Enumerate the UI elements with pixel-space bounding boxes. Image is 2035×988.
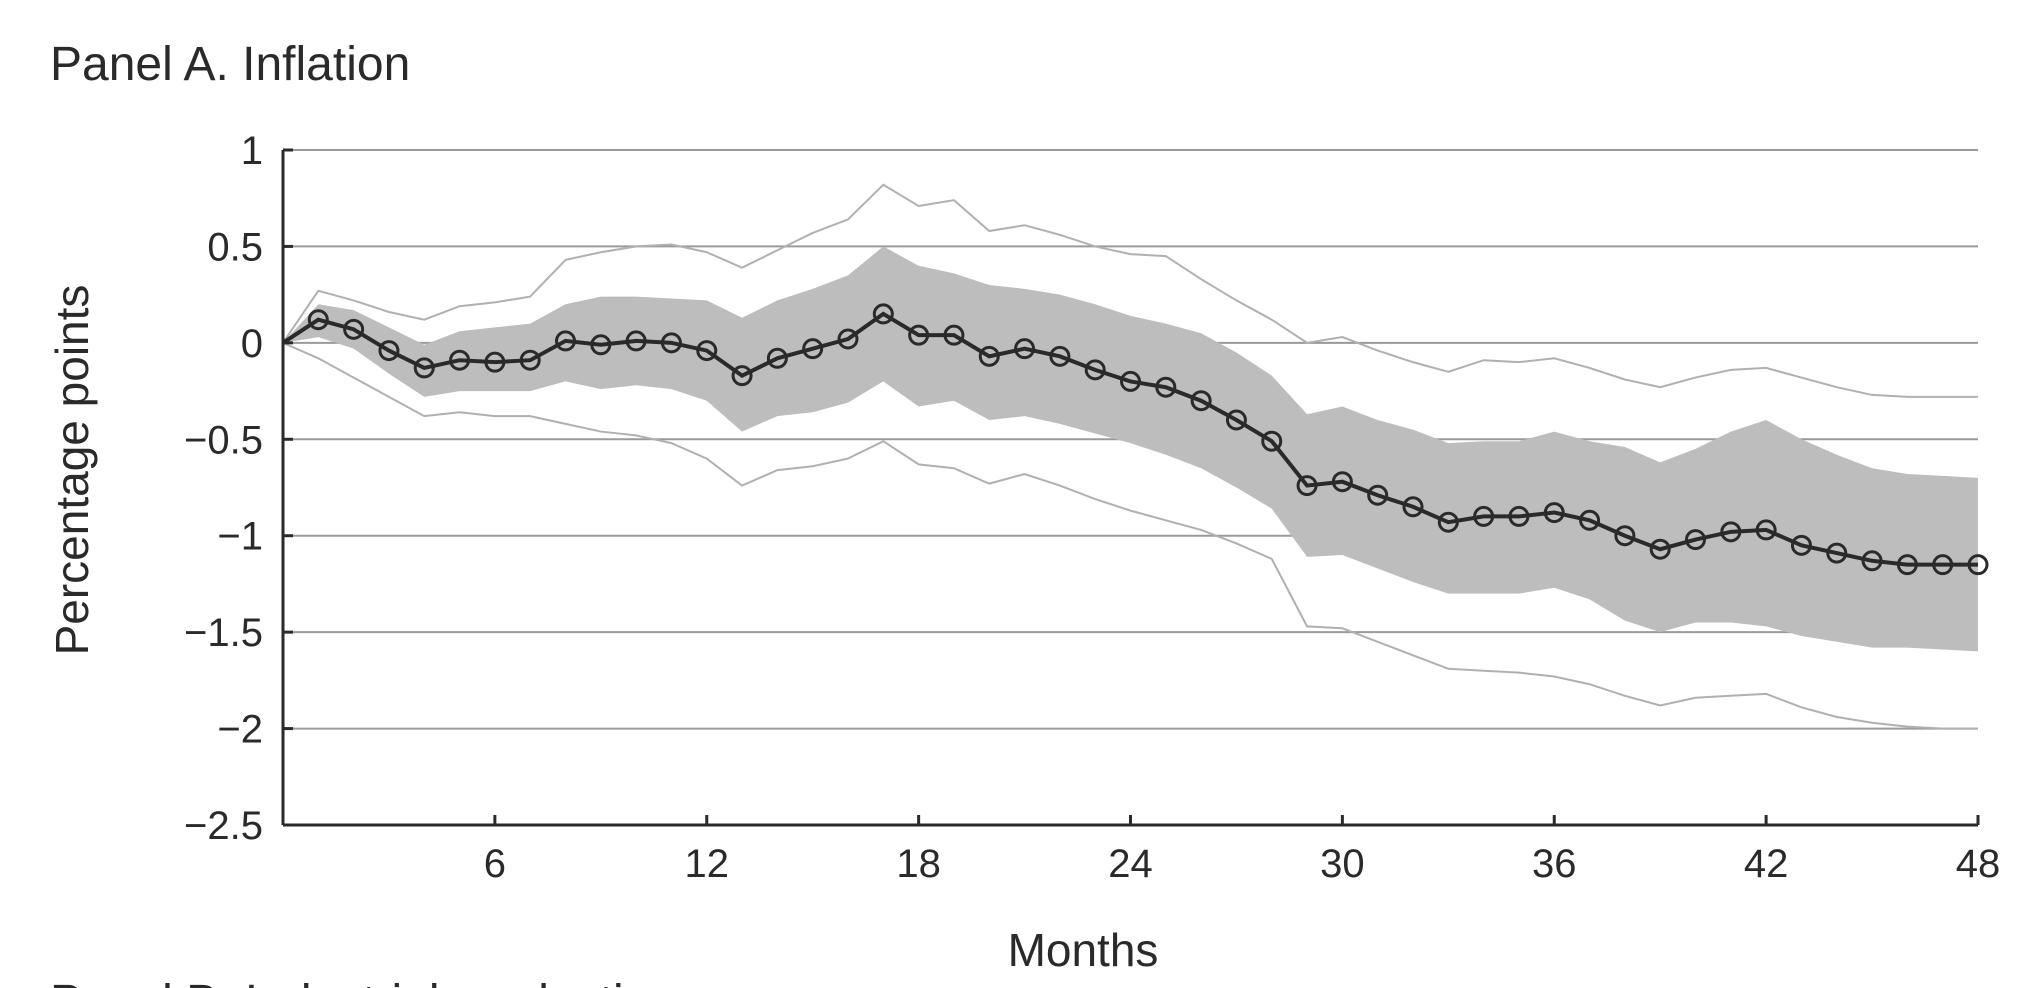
y-tick-label: −2 — [217, 708, 263, 752]
y-tick-label: −2.5 — [184, 804, 263, 848]
estimate-point — [1755, 519, 1777, 541]
estimate-point — [307, 309, 329, 331]
estimate-point — [625, 330, 647, 352]
estimate-point — [1049, 345, 1071, 367]
x-tick-label: 42 — [1744, 842, 1789, 886]
estimate-point — [1296, 475, 1318, 497]
estimate-point — [837, 328, 859, 350]
estimate-point — [590, 334, 612, 356]
outer-band-upper-line — [282, 183, 1978, 398]
estimate-point — [1649, 538, 1671, 560]
estimate-point — [1826, 542, 1848, 564]
estimate-point — [1437, 511, 1459, 533]
estimate-point — [1543, 502, 1565, 524]
estimate-point — [1685, 529, 1706, 551]
estimate-point — [378, 340, 400, 362]
estimate-point — [766, 347, 788, 369]
y-tick-labels: 1 0.5 0 −0.5 −1 −1.5 −2 −2.5 — [184, 129, 263, 848]
x-tick-label: 24 — [1108, 842, 1153, 886]
next-panel-title: Panel B. Industrial production — [50, 976, 677, 988]
estimate-point — [1720, 521, 1742, 543]
estimate-point — [1331, 471, 1353, 493]
y-tick-label: −0.5 — [184, 418, 263, 462]
estimate-point — [696, 340, 718, 362]
y-tick-label: −1 — [217, 515, 263, 559]
y-tick-label: −1.5 — [184, 611, 263, 655]
estimate-point — [484, 351, 506, 373]
estimate-point — [1473, 505, 1495, 527]
estimate-point — [1861, 550, 1883, 572]
estimate-point — [943, 324, 965, 346]
inner-confidence-band — [283, 246, 1978, 652]
x-axis-title: Months — [1008, 924, 1159, 976]
estimate-point — [1084, 359, 1106, 381]
estimate-point — [731, 365, 753, 387]
y-tick-label: 1 — [241, 129, 263, 173]
estimate-point — [1967, 554, 1989, 576]
estimate-point — [1367, 484, 1389, 506]
estimate-point — [1932, 554, 1954, 576]
estimate-line — [281, 311, 1978, 567]
estimate-point — [1225, 409, 1247, 431]
estimate-point — [1579, 509, 1601, 531]
axes — [281, 148, 1980, 827]
x-tick-label: 12 — [685, 842, 730, 886]
estimate-point — [1508, 505, 1530, 527]
estimate-point — [1120, 370, 1141, 392]
x-tick-label: 6 — [484, 842, 506, 886]
estimate-point — [519, 349, 541, 371]
outer-band-lower-line — [282, 341, 1978, 730]
estimate-point — [1190, 390, 1212, 412]
estimate-point — [802, 338, 824, 360]
point-estimate-line — [281, 303, 1989, 576]
estimate-point — [1790, 534, 1812, 556]
panel-title: Panel A. Inflation — [50, 38, 410, 91]
estimate-point — [449, 349, 471, 371]
x-tick-label: 36 — [1532, 842, 1577, 886]
estimate-point — [1896, 554, 1918, 576]
estimate-point — [660, 332, 682, 354]
y-axis-title: Percentage points — [46, 285, 98, 656]
x-tick-label: 30 — [1320, 842, 1365, 886]
confidence-bands — [282, 183, 1978, 730]
estimate-point — [872, 303, 894, 325]
estimate-point — [1402, 496, 1424, 518]
estimate-point — [1261, 430, 1283, 452]
y-tick-label: 0.5 — [207, 225, 263, 269]
y-tick-label: 0 — [241, 322, 263, 366]
estimate-point — [413, 357, 435, 379]
estimate-point — [1155, 376, 1177, 398]
estimate-point — [343, 318, 365, 340]
x-tick-label: 18 — [896, 842, 941, 886]
x-tick-labels: 6 12 18 24 30 36 42 48 — [484, 842, 2001, 886]
estimate-point — [1614, 525, 1636, 547]
x-tick-label: 48 — [1956, 842, 2001, 886]
estimate-point — [978, 345, 1000, 367]
estimate-point — [555, 330, 576, 352]
estimate-point — [1014, 338, 1036, 360]
estimate-point — [908, 324, 930, 346]
